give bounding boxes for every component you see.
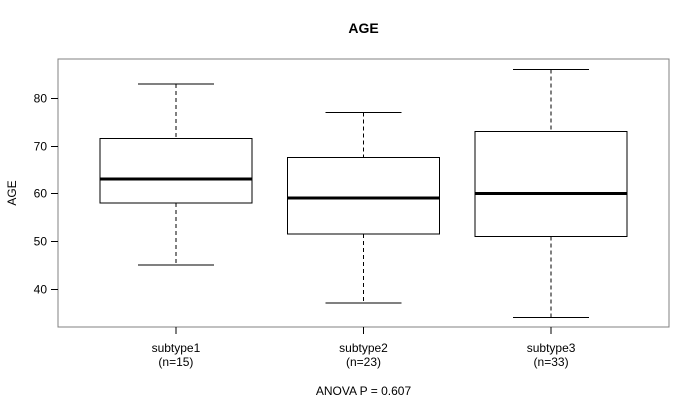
y-axis-tick-label: 80 [34,92,48,106]
x-category-sublabel: (n=33) [534,355,569,369]
x-category-sublabel: (n=23) [346,355,381,369]
chart-title: AGE [348,20,379,36]
x-category-label: subtype1 [152,341,201,355]
y-axis-tick-label: 40 [34,283,48,297]
iqr-box [287,157,440,235]
y-axis-title: AGE [5,180,19,205]
x-category-label: subtype2 [339,341,388,355]
x-category-sublabel: (n=15) [158,355,193,369]
y-axis-tick-label: 70 [34,140,48,154]
x-category-label: subtype3 [527,341,576,355]
y-axis-tick-label: 60 [34,187,48,201]
anova-annotation: ANOVA P = 0.607 [315,384,412,398]
iqr-box [474,130,628,237]
iqr-box [99,138,253,204]
y-axis-tick-label: 50 [34,235,48,249]
